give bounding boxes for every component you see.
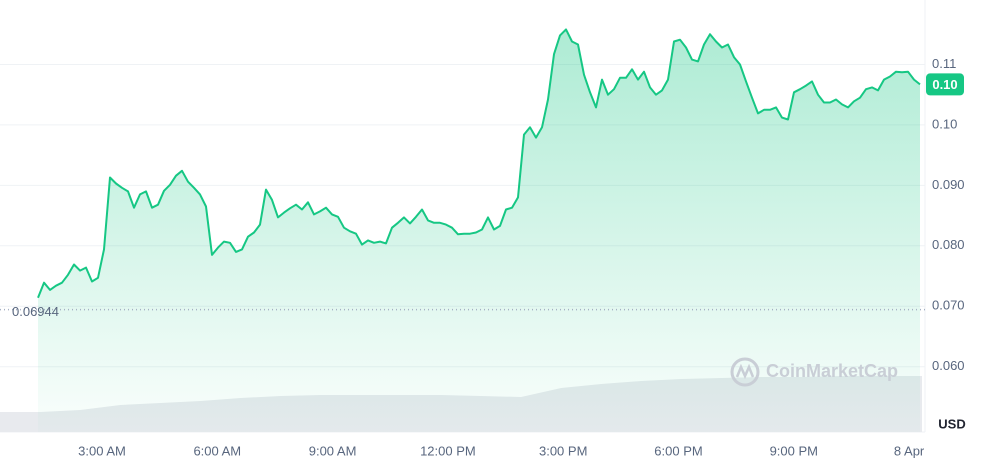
y-tick-label: 0.10 (932, 116, 957, 131)
watermark-text: CoinMarketCap (766, 361, 898, 381)
x-tick-label: 6:00 AM (193, 443, 241, 458)
x-tick-label: 6:00 PM (654, 443, 702, 458)
price-line (37, 28, 921, 299)
y-tick-label: 0.070 (932, 298, 965, 313)
y-tick-label: 0.090 (932, 177, 965, 192)
x-tick-label: 9:00 PM (770, 443, 818, 458)
x-tick-label: 8 Apr (894, 443, 925, 458)
watermark-logo (735, 363, 755, 380)
y-tick-label: 0.11 (932, 56, 956, 71)
x-tick-label: 12:00 PM (420, 443, 476, 458)
price-badge (926, 73, 964, 96)
y-unit: USD (938, 416, 965, 431)
price-area (38, 29, 920, 433)
y-tick-label: 0.060 (932, 358, 965, 373)
x-tick-label: 3:00 AM (78, 443, 126, 458)
y-tick-label: 0.080 (932, 237, 965, 252)
price-badge-label: 0.10 (932, 77, 957, 92)
watermark-logo (730, 357, 760, 387)
x-tick-label: 9:00 AM (309, 443, 357, 458)
reference-label: 0.06944 (12, 304, 59, 319)
watermark: CoinMarketCap (730, 357, 898, 387)
x-tick-label: 3:00 PM (539, 443, 587, 458)
